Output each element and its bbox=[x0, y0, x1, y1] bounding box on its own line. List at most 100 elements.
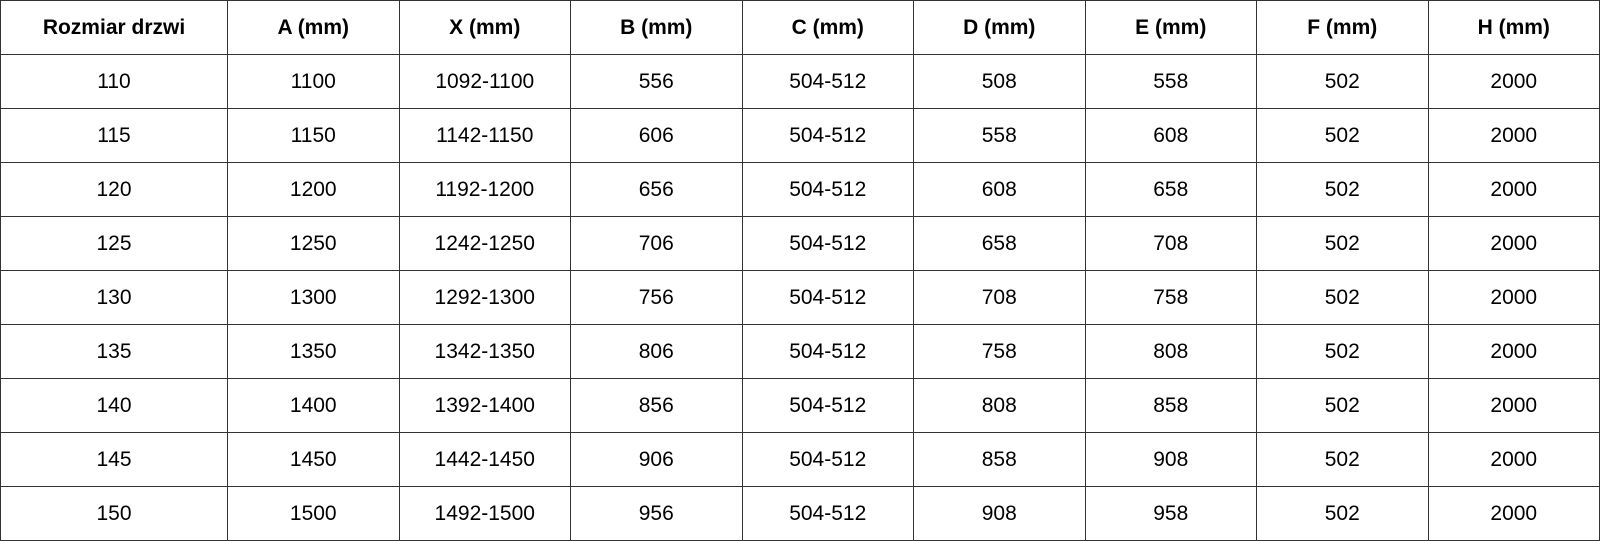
table-cell: 2000 bbox=[1427, 108, 1600, 163]
table-cell: 502 bbox=[1256, 54, 1429, 109]
table-cell: 708 bbox=[913, 270, 1086, 325]
table-cell: 808 bbox=[913, 378, 1086, 433]
table-cell: 1492-1500 bbox=[398, 486, 571, 541]
table-cell: 1350 bbox=[227, 324, 400, 379]
table-cell: 1500 bbox=[227, 486, 400, 541]
table-cell: 608 bbox=[1084, 108, 1257, 163]
table-row: 125 1250 1242-1250 706 504-512 658 708 502 2000 bbox=[0, 216, 1600, 271]
table-row: 145 1450 1442-1450 906 504-512 858 908 502 2000 bbox=[0, 432, 1600, 487]
table-cell: 956 bbox=[570, 486, 743, 541]
table-cell: 2000 bbox=[1427, 162, 1600, 217]
table-cell: 502 bbox=[1256, 108, 1429, 163]
table-cell: 115 bbox=[0, 108, 228, 163]
table-cell: 110 bbox=[0, 54, 228, 109]
table-cell: 508 bbox=[913, 54, 1086, 109]
table-cell: 756 bbox=[570, 270, 743, 325]
table-cell: 502 bbox=[1256, 486, 1429, 541]
table-cell: 1150 bbox=[227, 108, 400, 163]
table-cell: 502 bbox=[1256, 432, 1429, 487]
table-row: 115 1150 1142-1150 606 504-512 558 608 502 2000 bbox=[0, 108, 1600, 163]
table-row: 135 1350 1342-1350 806 504-512 758 808 502 2000 bbox=[0, 324, 1600, 379]
table-cell: 504-512 bbox=[741, 270, 914, 325]
table-cell: 558 bbox=[1084, 54, 1257, 109]
table-cell: 2000 bbox=[1427, 270, 1600, 325]
table-cell: 140 bbox=[0, 378, 228, 433]
table-cell: 1342-1350 bbox=[398, 324, 571, 379]
column-header: A (mm) bbox=[227, 0, 400, 55]
table-cell: 656 bbox=[570, 162, 743, 217]
table-cell: 1100 bbox=[227, 54, 400, 109]
header-row: Rozmiar drzwi A (mm) X (mm) B (mm) C (mm) D (… bbox=[0, 0, 1600, 55]
table-cell: 1142-1150 bbox=[398, 108, 571, 163]
table-cell: 908 bbox=[1084, 432, 1257, 487]
table-cell: 502 bbox=[1256, 270, 1429, 325]
table-cell: 502 bbox=[1256, 378, 1429, 433]
table-cell: 606 bbox=[570, 108, 743, 163]
table-cell: 958 bbox=[1084, 486, 1257, 541]
table-cell: 808 bbox=[1084, 324, 1257, 379]
table-cell: 858 bbox=[913, 432, 1086, 487]
table-cell: 906 bbox=[570, 432, 743, 487]
table-cell: 856 bbox=[570, 378, 743, 433]
table-cell: 706 bbox=[570, 216, 743, 271]
table-cell: 502 bbox=[1256, 216, 1429, 271]
table-cell: 1300 bbox=[227, 270, 400, 325]
table-cell: 504-512 bbox=[741, 162, 914, 217]
column-header: X (mm) bbox=[398, 0, 571, 55]
table-cell: 125 bbox=[0, 216, 228, 271]
table-row: 150 1500 1492-1500 956 504-512 908 958 502 2000 bbox=[0, 486, 1600, 541]
table-cell: 758 bbox=[1084, 270, 1257, 325]
table-cell: 130 bbox=[0, 270, 228, 325]
table-cell: 658 bbox=[1084, 162, 1257, 217]
column-header: F (mm) bbox=[1256, 0, 1429, 55]
table-cell: 758 bbox=[913, 324, 1086, 379]
table-cell: 504-512 bbox=[741, 486, 914, 541]
table-cell: 1292-1300 bbox=[398, 270, 571, 325]
table-cell: 1442-1450 bbox=[398, 432, 571, 487]
column-header: H (mm) bbox=[1427, 0, 1600, 55]
table-cell: 2000 bbox=[1427, 432, 1600, 487]
table-cell: 708 bbox=[1084, 216, 1257, 271]
table-cell: 1192-1200 bbox=[398, 162, 571, 217]
table-cell: 145 bbox=[0, 432, 228, 487]
table-cell: 558 bbox=[913, 108, 1086, 163]
table-cell: 908 bbox=[913, 486, 1086, 541]
table-cell: 858 bbox=[1084, 378, 1257, 433]
table-cell: 120 bbox=[0, 162, 228, 217]
table-cell: 502 bbox=[1256, 324, 1429, 379]
table-cell: 1392-1400 bbox=[398, 378, 571, 433]
column-header: E (mm) bbox=[1084, 0, 1257, 55]
table-cell: 504-512 bbox=[741, 324, 914, 379]
table-cell: 806 bbox=[570, 324, 743, 379]
table-cell: 608 bbox=[913, 162, 1086, 217]
table-cell: 504-512 bbox=[741, 216, 914, 271]
table-row: 130 1300 1292-1300 756 504-512 708 758 502 2000 bbox=[0, 270, 1600, 325]
column-header: B (mm) bbox=[570, 0, 743, 55]
table-cell: 504-512 bbox=[741, 378, 914, 433]
table-body: 110 1100 1092-1100 556 504-512 508 558 502 2000 1… bbox=[0, 54, 1600, 541]
table-cell: 1242-1250 bbox=[398, 216, 571, 271]
table-row: 140 1400 1392-1400 856 504-512 808 858 502 2000 bbox=[0, 378, 1600, 433]
table-cell: 556 bbox=[570, 54, 743, 109]
table-cell: 1450 bbox=[227, 432, 400, 487]
table-cell: 504-512 bbox=[741, 432, 914, 487]
column-header: C (mm) bbox=[741, 0, 914, 55]
table-cell: 504-512 bbox=[741, 54, 914, 109]
table-cell: 502 bbox=[1256, 162, 1429, 217]
table-cell: 658 bbox=[913, 216, 1086, 271]
table-cell: 2000 bbox=[1427, 216, 1600, 271]
table-cell: 504-512 bbox=[741, 108, 914, 163]
table-cell: 2000 bbox=[1427, 54, 1600, 109]
table-cell: 2000 bbox=[1427, 378, 1600, 433]
table-cell: 150 bbox=[0, 486, 228, 541]
column-header: D (mm) bbox=[913, 0, 1086, 55]
table-cell: 2000 bbox=[1427, 486, 1600, 541]
table-row: 120 1200 1192-1200 656 504-512 608 658 502 2000 bbox=[0, 162, 1600, 217]
table-cell: 1092-1100 bbox=[398, 54, 571, 109]
table-cell: 1400 bbox=[227, 378, 400, 433]
table-cell: 1200 bbox=[227, 162, 400, 217]
table-cell: 2000 bbox=[1427, 324, 1600, 379]
table-row: 110 1100 1092-1100 556 504-512 508 558 502 2000 bbox=[0, 54, 1600, 109]
column-header: Rozmiar drzwi bbox=[0, 0, 228, 55]
